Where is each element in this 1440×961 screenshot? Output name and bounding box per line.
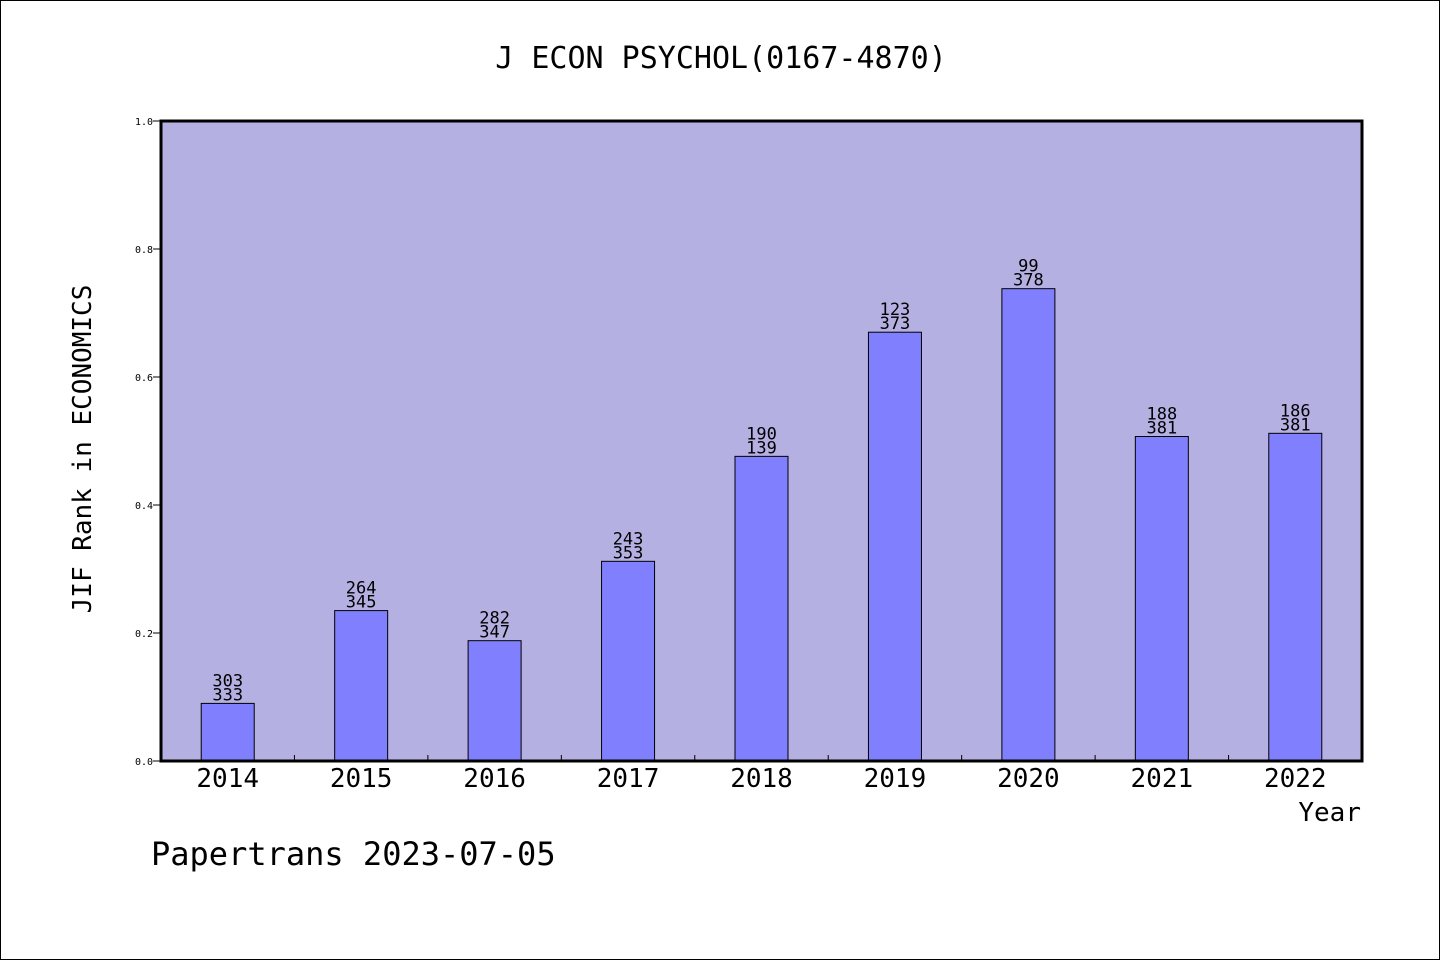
x-tick-label: 2017 [597, 764, 660, 794]
bar-2015 [334, 610, 389, 762]
bar-rank-label: 99 [1018, 257, 1038, 277]
bar-2019 [867, 331, 922, 762]
bar-rank-label: 282 [479, 609, 510, 629]
bar-rank-label: 186 [1280, 401, 1311, 421]
bar-2016 [467, 640, 522, 762]
y-tick-label: 0.0 [135, 757, 153, 768]
bar-total-label: 378 [1013, 271, 1044, 291]
bar-2017 [601, 560, 656, 762]
bar-2022 [1268, 432, 1323, 762]
footer-source-date: Papertrans 2023-07-05 [151, 835, 556, 873]
y-tick-label: 0.2 [135, 629, 153, 640]
bar-rank-label: 303 [212, 671, 243, 691]
x-tick-label: 2022 [1264, 764, 1327, 794]
bar-total-label: 139 [746, 438, 777, 458]
bar-2018 [734, 455, 789, 762]
bar-rank-label: 243 [613, 529, 644, 549]
x-tick-label: 2015 [330, 764, 393, 794]
bar-2014 [200, 702, 255, 762]
x-tick-label: 2021 [1131, 764, 1194, 794]
bar-rank-label: 188 [1146, 405, 1177, 425]
y-tick-label: 0.6 [135, 373, 153, 384]
bar-2021 [1134, 436, 1189, 762]
bar-2020 [1001, 288, 1056, 762]
y-tick-label: 0.4 [135, 501, 153, 512]
x-tick-label: 2014 [196, 764, 259, 794]
x-axis-ticks: 2014 2015 2016 2017 2018 2019 2020 2021 2022 [196, 755, 1327, 794]
bar-total-label: 353 [613, 543, 644, 563]
plot-border [159, 119, 1364, 763]
x-axis-label: Year [1298, 798, 1361, 828]
x-tick-label: 2016 [463, 764, 526, 794]
bar-total-label: 381 [1280, 415, 1311, 435]
bar-rank-label: 264 [346, 579, 377, 599]
y-tick-label: 1.0 [135, 117, 153, 128]
bar-total-label: 381 [1146, 419, 1177, 439]
bar-total-label: 347 [479, 623, 510, 643]
x-tick-label: 2019 [864, 764, 927, 794]
x-tick-label: 2020 [997, 764, 1060, 794]
chart-title: J ECON PSYCHOL(0167-4870) [495, 41, 947, 76]
y-axis-ticks: 0.0 0.2 0.4 0.6 0.8 1.0 [135, 117, 161, 768]
bar-total-label: 333 [212, 685, 243, 705]
bar-total-label: 373 [880, 314, 911, 334]
bar-rank-label: 190 [746, 424, 777, 444]
bar-total-label: 345 [346, 593, 377, 613]
x-tick-label: 2018 [730, 764, 793, 794]
bar-rank-label: 123 [880, 300, 911, 320]
y-axis-label: JIF Rank in ECONOMICS [68, 285, 98, 614]
y-tick-label: 0.8 [135, 245, 153, 256]
